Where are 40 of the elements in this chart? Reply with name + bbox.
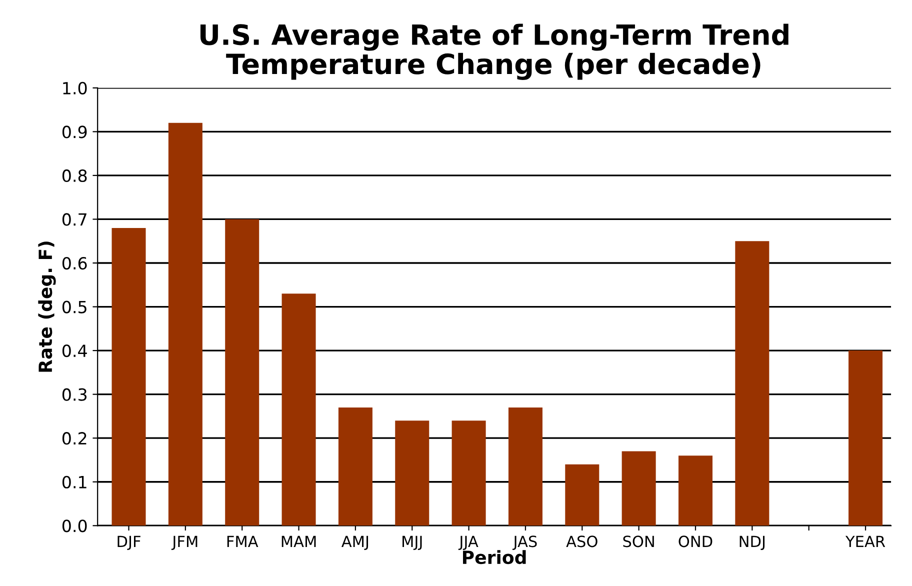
x-tick-label: ASO	[566, 536, 598, 548]
y-tick-label: 1.0	[63, 82, 87, 94]
x-tick-label: SON	[623, 536, 654, 548]
y-tick-label: 0.3	[62, 388, 87, 401]
y-tick-label: 0.5	[62, 300, 86, 314]
x-tick-label: FMA	[227, 536, 258, 547]
bar	[338, 407, 372, 526]
bar	[508, 407, 542, 526]
x-tick-label: OND	[678, 536, 712, 548]
y-tick-label: 0.0	[62, 520, 87, 532]
bar	[225, 219, 260, 526]
bar	[622, 451, 656, 526]
y-tick-label: 0.9	[62, 126, 87, 138]
bar	[112, 228, 146, 526]
x-tick-label: MJJ	[402, 536, 422, 550]
x-tick-label: JJA	[458, 536, 478, 550]
x-tick-label: DJF	[118, 536, 140, 550]
bar	[395, 420, 430, 526]
y-tick-label: 0.8	[62, 169, 87, 182]
x-tick-label: YEAR	[845, 536, 886, 547]
bar	[565, 464, 600, 526]
y-tick-label: 0.1	[62, 476, 86, 488]
bar	[282, 294, 316, 526]
y-tick-label: 0.4	[62, 344, 87, 358]
bar	[735, 241, 770, 526]
x-tick-label: NDJ	[740, 536, 765, 550]
bar	[452, 420, 486, 526]
x-tick-label: JFM	[171, 536, 198, 550]
y-axis-title: Rate (deg. F)	[38, 242, 56, 372]
y-tick-label: 0.7	[62, 213, 86, 226]
chart-title: U.S. Average Rate of Long-Term Trend Temperature Change (per decade)	[200, 24, 788, 80]
y-tick-label: 0.6	[62, 256, 87, 270]
bar	[678, 456, 712, 526]
x-tick-label: AMJ	[342, 536, 368, 550]
x-axis-title: Period	[463, 550, 526, 564]
y-tick-label: 0.2	[62, 432, 86, 445]
bar	[168, 122, 202, 526]
bar	[848, 350, 883, 526]
x-tick-label: MAM	[282, 536, 316, 547]
x-tick-label: JAS	[512, 536, 537, 550]
